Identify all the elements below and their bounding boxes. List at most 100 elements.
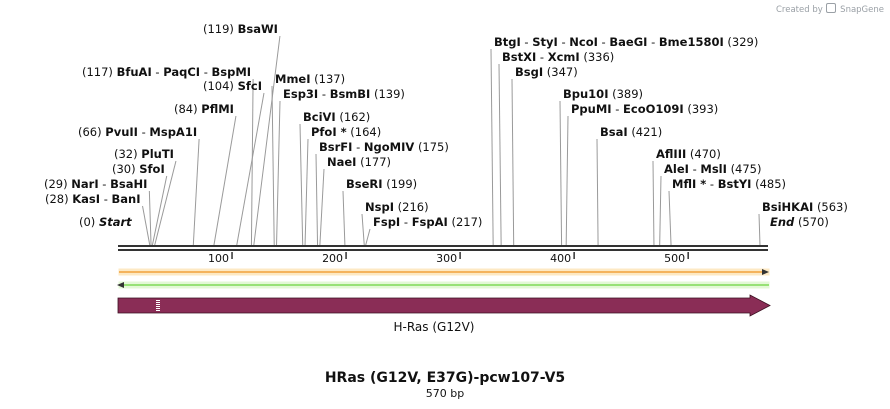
cut-site-label[interactable]: (29) NarI - BsaHI	[44, 177, 147, 191]
cut-site-position: (28)	[45, 192, 69, 206]
ruler-tick-label: 500	[664, 252, 685, 265]
enzyme-name: StyI	[532, 35, 558, 49]
enzyme-name: SfcI	[238, 79, 262, 93]
enzyme-name: BsmBI	[330, 87, 371, 101]
enzyme-name: MflI *	[672, 177, 706, 191]
enzyme-name: AflIII	[656, 147, 686, 161]
cut-site-label[interactable]: (84) PflMI	[174, 102, 234, 116]
forward-arrow-icon	[762, 269, 769, 275]
cut-site-label[interactable]: BsrFI - NgoMIV (175)	[319, 140, 449, 154]
cut-site-label[interactable]: (117) BfuAI - PaqCI - BspMI	[82, 65, 251, 79]
cut-site-position: (336)	[583, 50, 614, 64]
feature-arrow[interactable]	[117, 294, 771, 317]
feature-track: H-Ras (G12V)	[117, 294, 771, 334]
cut-site-leader	[565, 115, 569, 247]
cut-site-label[interactable]: PpuMI - EcoO109I (393)	[571, 102, 718, 116]
enzyme-name: XcmI	[548, 50, 580, 64]
cut-site-position: (393)	[687, 102, 718, 116]
cut-site-position: (570)	[798, 215, 829, 229]
cut-site-position: (199)	[386, 177, 417, 191]
enzyme-name: BseRI	[346, 177, 383, 191]
cut-site-leader	[276, 100, 281, 247]
snapgene-logo-icon	[826, 3, 837, 13]
cut-site-position: (329)	[727, 35, 758, 49]
enzyme-name: KasI	[72, 192, 100, 206]
cut-site-label[interactable]: MmeI (137)	[275, 72, 345, 86]
cut-site-label[interactable]: (119) BsaWI	[203, 22, 278, 36]
strand-arrows	[117, 267, 771, 290]
enzyme-name: BsaWI	[238, 22, 278, 36]
cut-site-label[interactable]: (32) PluTI	[114, 147, 174, 161]
enzyme-name: BtgI	[494, 35, 521, 49]
ruler-tick-label: 200	[322, 252, 343, 265]
sequence-backbone	[118, 245, 768, 251]
enzyme-name: BaeGI	[609, 35, 647, 49]
cut-site-leader	[142, 205, 151, 247]
cut-site-position: (30)	[112, 162, 136, 176]
cut-site-position: (470)	[690, 147, 721, 161]
enzyme-name: End	[770, 215, 795, 229]
cut-site-leader	[250, 78, 254, 247]
cut-site-leader	[652, 160, 655, 247]
cut-site-label[interactable]: BstXI - XcmI (336)	[502, 50, 614, 64]
enzyme-name: PvuII	[105, 125, 138, 139]
credit-prefix: Created by	[775, 5, 823, 15]
cut-site-label[interactable]: (28) KasI - BanI	[45, 192, 141, 206]
cut-site-label[interactable]: BtgI - StyI - NcoI - BaeGI - Bme1580I (3…	[494, 35, 758, 49]
cut-site-label[interactable]: NspI (216)	[365, 200, 429, 214]
cut-site-leader	[498, 63, 502, 247]
cut-site-label[interactable]: PfoI * (164)	[311, 125, 381, 139]
cut-site-label[interactable]: MflI * - BstYI (485)	[672, 177, 786, 191]
cut-site-position: (117)	[82, 65, 113, 79]
cut-site-position: (175)	[418, 140, 449, 154]
cut-site-label[interactable]: BsaI (421)	[600, 125, 662, 139]
enzyme-name: BstXI	[502, 50, 536, 64]
ruler-tick-label: 100	[208, 252, 229, 265]
cut-site-position: (389)	[612, 87, 643, 101]
snapgene-credit: Created by SnapGene	[776, 3, 884, 15]
enzyme-name: NgoMIV	[364, 140, 414, 154]
cut-site-label[interactable]: (30) SfoI	[112, 162, 165, 176]
cut-site-label[interactable]: BsgI (347)	[515, 65, 578, 79]
cut-site-position: (66)	[78, 125, 102, 139]
cut-site-position: (347)	[547, 65, 578, 79]
cut-site-label[interactable]: End (570)	[770, 215, 829, 229]
reverse-arrow-icon	[117, 282, 124, 288]
cut-site-label[interactable]: (0) Start	[79, 215, 132, 229]
cut-site-leader	[151, 175, 168, 247]
cut-site-leader	[361, 213, 365, 247]
enzyme-name: BciVI	[303, 110, 336, 124]
cut-site-leader	[315, 153, 319, 247]
cut-site-leader	[192, 138, 200, 247]
cut-site-position: (421)	[631, 125, 662, 139]
enzyme-name: NspI	[365, 200, 394, 214]
cut-site-label[interactable]: Esp3I - BsmBI (139)	[283, 87, 405, 101]
enzyme-name: Bpu10I	[563, 87, 608, 101]
enzyme-name: BsgI	[515, 65, 543, 79]
cut-site-label[interactable]: BsiHKAI (563)	[762, 200, 848, 214]
cut-site-label[interactable]: BciVI (162)	[303, 110, 370, 124]
cut-site-leader	[490, 48, 494, 247]
enzyme-name: BsiHKAI	[762, 200, 813, 214]
cut-site-label[interactable]: AflIII (470)	[656, 147, 721, 161]
enzyme-name: PaqCI	[163, 65, 200, 79]
cut-site-leader	[758, 213, 761, 247]
cut-site-label[interactable]: (66) PvuII - MspA1I	[78, 125, 197, 139]
cut-site-label[interactable]: Bpu10I (389)	[563, 87, 643, 101]
cut-site-label[interactable]: AleI - MslI (475)	[664, 162, 762, 176]
cut-site-position: (217)	[451, 215, 482, 229]
cut-site-leader	[364, 228, 371, 247]
cut-site-position: (104)	[203, 79, 234, 93]
cut-site-label[interactable]: NaeI (177)	[327, 155, 391, 169]
cut-site-leader	[511, 78, 515, 247]
cut-site-leaders	[142, 35, 761, 247]
cut-site-label[interactable]: FspI - FspAI (217)	[373, 215, 482, 229]
enzyme-name: MspA1I	[149, 125, 197, 139]
enzyme-name: PflMI	[201, 102, 234, 116]
cut-site-position: (119)	[203, 22, 234, 36]
cut-site-leader	[253, 35, 281, 247]
enzyme-name: SfoI	[139, 162, 164, 176]
cut-site-position: (162)	[339, 110, 370, 124]
cut-site-label[interactable]: BseRI (199)	[346, 177, 417, 191]
cut-site-label[interactable]: (104) SfcI	[203, 79, 262, 93]
